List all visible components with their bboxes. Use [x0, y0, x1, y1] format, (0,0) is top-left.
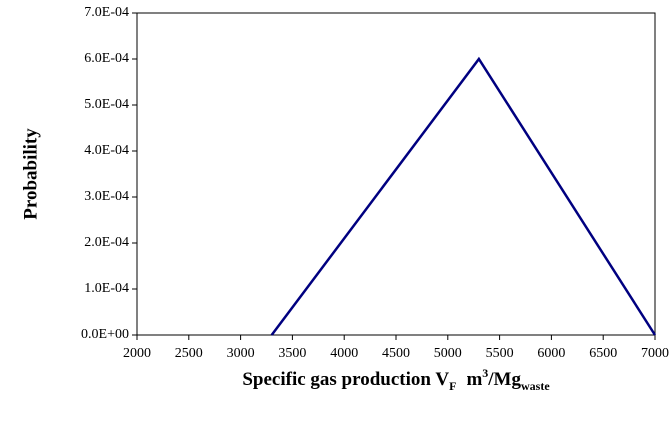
y-tick-label: 0.0E+00 — [81, 327, 129, 342]
x-tick-label: 7000 — [641, 346, 669, 361]
y-tick-label: 4.0E-04 — [84, 143, 129, 158]
x-axis-title: Specific gas production VF m3/Mgwaste — [242, 366, 550, 393]
x-axis-title-sup: 3 — [482, 366, 488, 380]
y-axis-title: Probability — [20, 128, 41, 220]
x-tick-label: 3500 — [278, 346, 306, 361]
x-tick-label: 6000 — [537, 346, 565, 361]
x-tick-label: 5000 — [434, 346, 462, 361]
y-tick-label: 3.0E-04 — [84, 189, 129, 204]
x-tick-label: 3000 — [227, 346, 255, 361]
y-tick-label: 5.0E-04 — [84, 97, 129, 112]
data-line — [270, 56, 657, 336]
x-tick-label: 2500 — [175, 346, 203, 361]
y-tick-label: 1.0E-04 — [84, 281, 129, 296]
x-tick-label: 2000 — [123, 346, 151, 361]
x-axis-title-sub: F — [449, 379, 456, 393]
plot-frame — [136, 12, 656, 336]
y-tick-label: 7.0E-04 — [84, 5, 129, 20]
x-axis-title-part: /Mg — [487, 369, 521, 390]
y-tick-label: 2.0E-04 — [84, 235, 129, 250]
x-tick-label: 5500 — [486, 346, 514, 361]
x-tick-label: 4000 — [330, 346, 358, 361]
x-axis-title-part: m — [466, 369, 482, 390]
y-tick-label: 6.0E-04 — [84, 51, 129, 66]
x-tick-label: 4500 — [382, 346, 410, 361]
x-tick-label: 6500 — [589, 346, 617, 361]
x-axis-title-part: Specific gas production V — [242, 369, 449, 390]
x-axis-title-sub: waste — [521, 379, 550, 393]
